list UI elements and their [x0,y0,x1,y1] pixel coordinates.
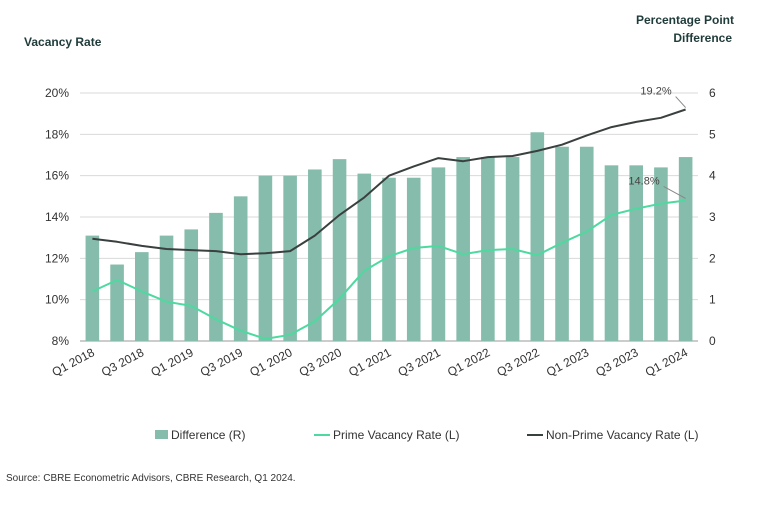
bar-23 [654,167,668,341]
right-tick-label-4: 4 [709,169,716,183]
right-tick-label-2: 2 [709,251,716,265]
x-tick-label-10: Q3 2020 [297,345,345,379]
left-tick-label-2: 12% [45,251,69,265]
x-tick-label-2: Q3 2018 [99,345,147,379]
bar-18 [530,132,545,341]
bar-1 [110,264,124,341]
bars-group [85,132,693,341]
bar-9 [308,169,322,341]
bar-2 [135,252,149,341]
left-axis-title: Vacancy Rate [24,35,102,49]
legend-label-difference: Difference (R) [171,428,245,442]
x-tick-label-8: Q1 2020 [247,345,295,379]
legend-label-prime: Prime Vacancy Rate (L) [333,428,460,442]
x-tick-label-14: Q3 2021 [396,345,444,379]
bar-11 [357,173,372,341]
x-tick-label-18: Q3 2022 [494,345,542,379]
left-tick-label-1: 10% [45,293,69,307]
legend-label-nonprime: Non-Prime Vacancy Rate (L) [546,428,699,442]
right-tick-label-6: 6 [709,86,716,100]
annotations-group: 19.2% 14.8% [628,86,687,199]
x-tick-label-16: Q1 2022 [445,345,493,379]
bar-13 [406,177,421,341]
bar-3 [159,235,174,341]
bar-4 [184,229,199,341]
prime-vacancy-line [91,199,686,340]
legend: Difference (R) Prime Vacancy Rate (L) No… [155,428,699,442]
x-tick-label-22: Q3 2023 [593,345,641,379]
bar-8 [283,175,297,341]
bar-6 [233,196,248,341]
bar-0 [85,235,100,341]
left-tick-label-3: 14% [45,210,69,224]
right-tick-label-0: 0 [709,334,716,348]
x-tick-label-20: Q1 2023 [544,345,592,379]
nonprime-vacancy-line [92,108,686,256]
x-tick-label-12: Q1 2021 [346,345,394,379]
bar-12 [382,177,396,341]
annotation-label-0: 19.2% [640,86,671,98]
bar-22 [629,165,643,341]
annotation-label-1: 14.8% [628,175,659,187]
left-tick-label-0: 8% [52,334,70,348]
x-tick-label-6: Q3 2019 [198,345,246,379]
annotation-leader-0 [675,96,687,108]
bar-24 [678,157,693,341]
bar-5 [209,212,223,341]
legend-swatch-difference [155,430,168,439]
bar-20 [579,146,594,341]
bar-15 [456,157,470,341]
left-tick-label-6: 20% [45,86,69,100]
annotation-leader-1 [663,186,686,199]
right-axis-title-line-1: Percentage Point [636,13,734,27]
left-tick-label-4: 16% [45,169,69,183]
right-tick-label-1: 1 [709,293,716,307]
right-tick-label-3: 3 [709,210,716,224]
x-tick-label-0: Q1 2018 [50,345,98,379]
source-note: Source: CBRE Econometric Advisors, CBRE … [6,473,296,484]
bar-21 [604,165,619,341]
left-tick-label-5: 18% [45,127,69,141]
x-tick-label-24: Q1 2024 [643,345,691,379]
x-tick-label-4: Q1 2019 [148,345,196,379]
bar-10 [332,159,347,341]
bar-16 [481,157,495,341]
bar-7 [258,175,273,341]
right-tick-label-5: 5 [709,127,716,141]
lines-group [91,108,686,340]
bar-14 [431,167,446,341]
right-axis-title-line-2: Difference [673,31,732,45]
